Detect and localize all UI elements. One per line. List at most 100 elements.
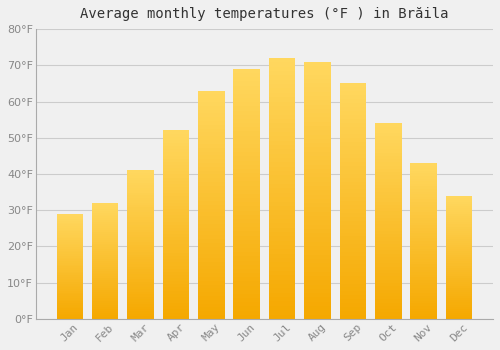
Bar: [269, 132, 295, 136]
Bar: [56, 214, 83, 216]
Bar: [234, 69, 260, 73]
Bar: [92, 220, 118, 222]
Bar: [56, 266, 83, 268]
Bar: [92, 211, 118, 212]
Bar: [269, 58, 295, 62]
Bar: [340, 99, 366, 103]
Bar: [92, 294, 118, 296]
Bar: [375, 280, 402, 283]
Bar: [375, 224, 402, 228]
Bar: [269, 110, 295, 114]
Bar: [198, 273, 224, 277]
Bar: [198, 133, 224, 136]
Bar: [162, 193, 189, 196]
Bar: [128, 257, 154, 259]
Bar: [128, 205, 154, 208]
Bar: [446, 302, 472, 304]
Bar: [92, 241, 118, 244]
Bar: [162, 212, 189, 215]
Bar: [56, 282, 83, 284]
Bar: [410, 285, 437, 288]
Bar: [56, 265, 83, 266]
Bar: [375, 202, 402, 205]
Bar: [128, 282, 154, 284]
Bar: [198, 258, 224, 262]
Bar: [92, 309, 118, 311]
Bar: [446, 266, 472, 267]
Bar: [92, 274, 118, 277]
Bar: [304, 160, 330, 164]
Bar: [92, 217, 118, 218]
Bar: [269, 219, 295, 223]
Bar: [375, 293, 402, 296]
Bar: [375, 166, 402, 169]
Bar: [304, 259, 330, 263]
Bar: [56, 273, 83, 275]
Bar: [198, 308, 224, 311]
Bar: [56, 249, 83, 251]
Bar: [162, 316, 189, 319]
Bar: [269, 162, 295, 167]
Bar: [304, 298, 330, 302]
Bar: [269, 145, 295, 149]
Bar: [234, 219, 260, 223]
Bar: [56, 247, 83, 249]
Bar: [56, 270, 83, 272]
Bar: [410, 288, 437, 290]
Bar: [198, 167, 224, 170]
Title: Average monthly temperatures (°F ) in Brăila: Average monthly temperatures (°F ) in Br…: [80, 7, 448, 21]
Bar: [56, 244, 83, 245]
Bar: [162, 228, 189, 231]
Bar: [92, 232, 118, 234]
Bar: [375, 273, 402, 276]
Bar: [269, 202, 295, 206]
Bar: [92, 222, 118, 224]
Bar: [128, 217, 154, 220]
Bar: [269, 315, 295, 319]
Bar: [128, 262, 154, 264]
Bar: [234, 94, 260, 98]
Bar: [446, 253, 472, 255]
Bar: [340, 229, 366, 232]
Bar: [128, 198, 154, 200]
Bar: [410, 181, 437, 184]
Bar: [375, 143, 402, 146]
Bar: [410, 241, 437, 244]
Bar: [375, 228, 402, 231]
Bar: [446, 315, 472, 317]
Bar: [162, 272, 189, 275]
Bar: [304, 306, 330, 310]
Bar: [446, 226, 472, 229]
Bar: [375, 316, 402, 319]
Bar: [162, 187, 189, 190]
Bar: [162, 297, 189, 300]
Bar: [410, 262, 437, 264]
Bar: [234, 194, 260, 198]
Bar: [410, 184, 437, 187]
Bar: [198, 152, 224, 155]
Bar: [410, 257, 437, 259]
Bar: [304, 246, 330, 250]
Bar: [128, 237, 154, 240]
Bar: [56, 296, 83, 298]
Bar: [410, 303, 437, 306]
Bar: [162, 203, 189, 206]
Bar: [128, 175, 154, 178]
Bar: [446, 294, 472, 296]
Bar: [56, 251, 83, 252]
Bar: [162, 284, 189, 287]
Bar: [198, 193, 224, 197]
Bar: [304, 250, 330, 254]
Bar: [304, 203, 330, 208]
Bar: [269, 62, 295, 67]
Bar: [375, 306, 402, 309]
Bar: [162, 222, 189, 225]
Bar: [56, 287, 83, 289]
Bar: [234, 257, 260, 260]
Bar: [162, 168, 189, 171]
Bar: [375, 264, 402, 267]
Bar: [234, 281, 260, 286]
Bar: [304, 113, 330, 117]
Bar: [234, 260, 260, 265]
Bar: [269, 280, 295, 284]
